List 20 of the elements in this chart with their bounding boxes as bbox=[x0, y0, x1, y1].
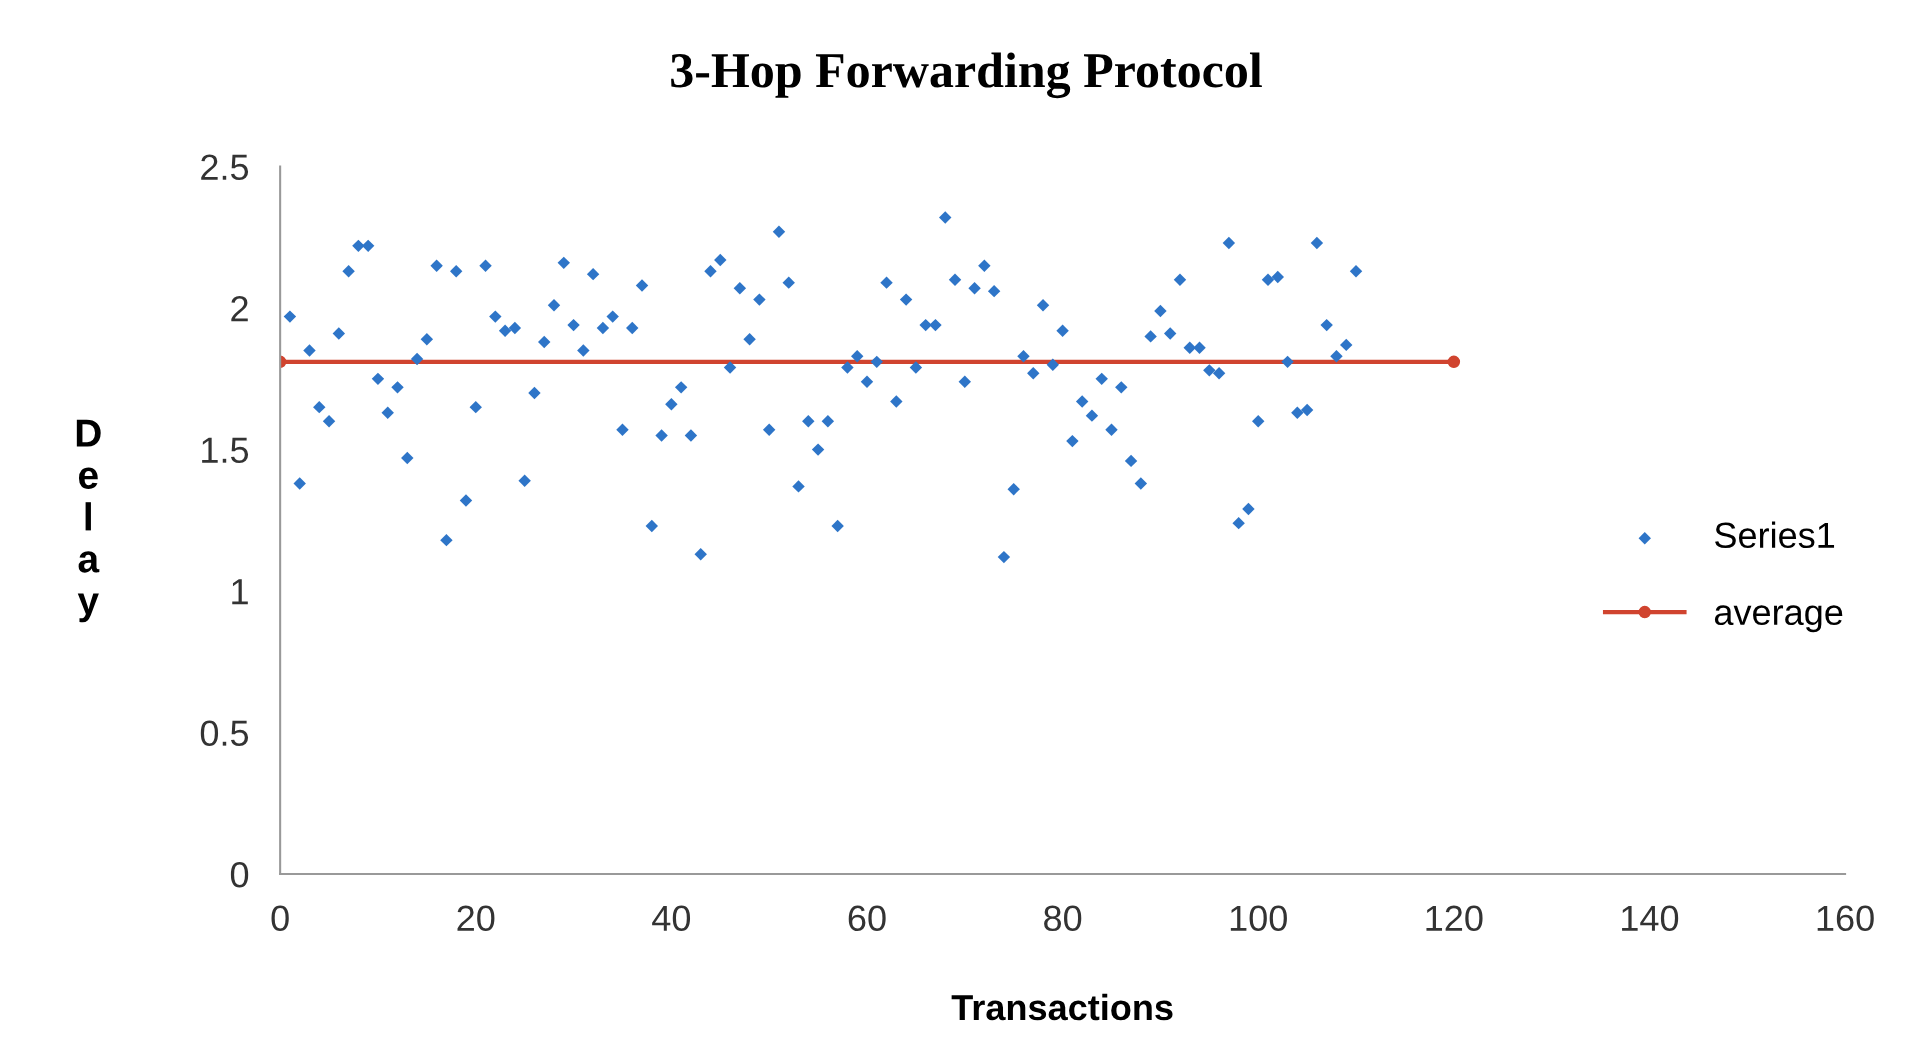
x-tick-label: 120 bbox=[1426, 905, 1483, 932]
y-axis-title: Delay bbox=[76, 419, 101, 623]
x-tick-label: 80 bbox=[1044, 905, 1082, 932]
x-tick-label: 160 bbox=[1817, 905, 1874, 932]
x-tick-label: 60 bbox=[848, 905, 886, 932]
x-tick-label: 140 bbox=[1622, 905, 1679, 932]
chart-title: 3-Hop Forwarding Protocol bbox=[671, 52, 1262, 99]
legend-label: average bbox=[1714, 605, 1843, 633]
y-tick-label: 2 bbox=[231, 295, 248, 322]
x-tick-label: 20 bbox=[457, 905, 495, 932]
y-tick-label: 2.5 bbox=[201, 154, 249, 181]
y-tick-label: 0.5 bbox=[200, 720, 249, 746]
y-tick-label: 0 bbox=[230, 861, 249, 888]
legend-label: Series1 bbox=[1715, 521, 1835, 549]
x-axis-title: Transactions bbox=[951, 993, 1173, 1021]
y-tick-label: 1.5 bbox=[202, 437, 249, 464]
x-tick-label: 100 bbox=[1230, 905, 1287, 932]
x-tick-label: 40 bbox=[652, 905, 691, 932]
x-tick-label: 0 bbox=[271, 905, 289, 932]
y-tick-label: 1 bbox=[232, 579, 248, 605]
